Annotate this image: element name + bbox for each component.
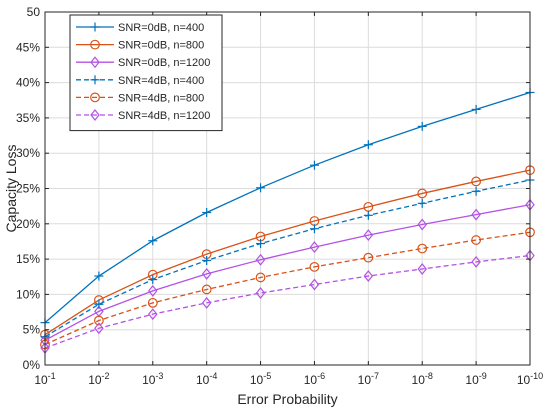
legend-label: SNR=0dB, n=400	[118, 22, 204, 34]
data-point	[255, 287, 266, 299]
y-axis-title: Capacity Loss	[3, 145, 19, 233]
axis-ticks: 0% 5% 10% 15% 20% 25% 30% 35% 40% 45% 50 10-1 10-2 10…	[16, 5, 543, 387]
data-point	[202, 208, 212, 218]
data-point	[309, 224, 319, 234]
x-tick-label: 10-2	[88, 371, 109, 387]
legend-marker	[90, 92, 100, 103]
x-tick-label: 10-4	[196, 371, 217, 387]
x-axis-title: Error Probability	[237, 391, 337, 407]
series-line	[44, 254, 531, 349]
legend-marker	[90, 22, 100, 32]
data-point	[148, 275, 158, 285]
data-point	[255, 272, 266, 283]
data-point	[147, 297, 158, 308]
data-point	[417, 218, 427, 231]
data-point	[255, 253, 266, 266]
data-point	[363, 140, 373, 150]
data-point	[93, 315, 104, 326]
legend-item: SNR=4dB, n=400	[76, 75, 204, 87]
data-point	[417, 198, 427, 208]
data-point	[202, 256, 212, 266]
data-point	[363, 270, 374, 283]
x-tick-label: 10-5	[250, 371, 271, 387]
y-tick-label: 40%	[16, 76, 40, 90]
data-point	[417, 263, 427, 275]
series-line	[44, 204, 531, 341]
data-point	[94, 322, 104, 335]
series-line	[44, 179, 531, 338]
data-point	[94, 299, 104, 309]
data-point	[471, 255, 481, 268]
x-tick-label: 10-9	[465, 371, 486, 387]
y-tick-label: 30%	[16, 146, 40, 160]
legend-label: SNR=4dB, n=1200	[118, 110, 210, 122]
data-point	[471, 208, 481, 221]
data-point	[94, 271, 104, 281]
data-point	[201, 284, 212, 295]
legend-label: SNR=0dB, n=1200	[118, 57, 210, 69]
legend-label: SNR=4dB, n=800	[118, 92, 204, 104]
x-tick-label: 10-10	[517, 371, 543, 387]
series-line	[44, 231, 531, 346]
y-tick-label: 45%	[16, 40, 40, 54]
series-3	[40, 198, 535, 347]
legend-label: SNR=0dB, n=800	[118, 40, 204, 52]
data-point	[148, 236, 158, 246]
legend: SNR=0dB, n=400 SNR=0dB, n=800 SNR=0dB, n=1…	[69, 14, 223, 132]
x-tick-label: 10-8	[412, 371, 433, 387]
legend-marker	[90, 75, 100, 85]
y-tick-label: 35%	[16, 111, 40, 125]
data-point	[417, 121, 427, 131]
data-point	[256, 239, 266, 249]
legend-item: SNR=0dB, n=800	[76, 40, 204, 52]
data-point	[363, 210, 373, 220]
data-point	[471, 176, 482, 187]
data-point	[363, 252, 374, 263]
data-point	[256, 183, 266, 193]
legend-item: SNR=0dB, n=400	[76, 22, 204, 34]
series-line	[44, 169, 531, 336]
x-tick-label: 10-3	[142, 371, 163, 387]
legend-item: SNR=4dB, n=800	[76, 92, 204, 104]
data-point	[201, 296, 212, 309]
y-tick-label: 50	[27, 5, 41, 19]
y-tick-label: 5%	[23, 323, 41, 337]
legend-label: SNR=4dB, n=400	[118, 75, 204, 87]
legend-item: SNR=0dB, n=1200	[76, 56, 210, 69]
y-tick-label: 0%	[23, 358, 41, 372]
data-point	[309, 160, 319, 170]
y-tick-label: 10%	[16, 287, 40, 301]
data-point	[417, 243, 428, 254]
data-point	[148, 308, 158, 321]
data-point	[363, 229, 374, 242]
series-6	[40, 249, 535, 355]
data-point	[471, 186, 481, 196]
legend-item: SNR=4dB, n=1200	[76, 109, 210, 122]
x-tick-label: 10-7	[358, 371, 379, 387]
data-point	[309, 241, 320, 254]
data-point	[471, 235, 482, 245]
y-tick-label: 25%	[16, 182, 40, 196]
series-line	[44, 91, 531, 324]
legend-marker	[90, 56, 100, 69]
data-point	[201, 267, 212, 280]
x-tick-label: 10-6	[304, 371, 325, 387]
legend-marker	[90, 109, 100, 121]
x-tick-label: 10-1	[34, 371, 55, 387]
data-point	[309, 278, 320, 291]
data-point	[471, 104, 481, 114]
y-tick-label: 20%	[16, 217, 40, 231]
legend-marker	[90, 39, 100, 50]
data-point	[148, 284, 158, 297]
data-point	[309, 261, 320, 272]
y-tick-label: 15%	[16, 252, 40, 266]
series-layer	[40, 87, 535, 355]
data-point	[417, 188, 428, 199]
